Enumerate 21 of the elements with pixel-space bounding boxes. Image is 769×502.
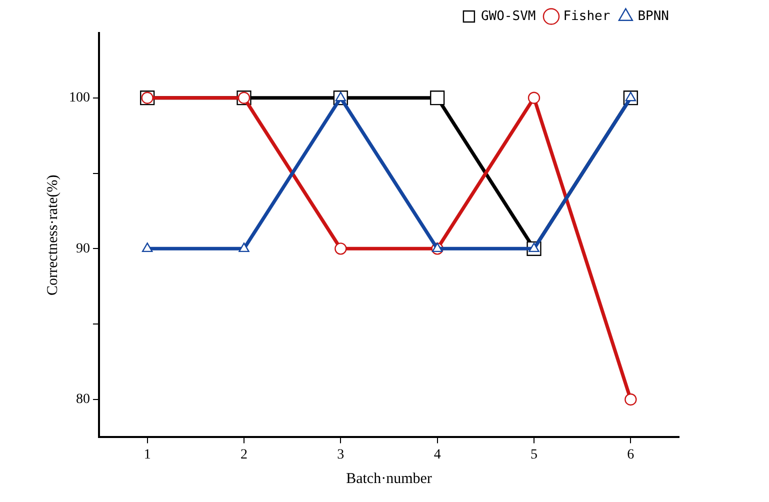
legend-label: Fisher <box>563 8 610 24</box>
y-tick-label: 80 <box>76 392 90 408</box>
point <box>142 242 153 252</box>
x-tick-label: 4 <box>434 447 441 462</box>
y-axis-title: Correctness·rate(%) <box>44 174 61 296</box>
point <box>432 242 443 252</box>
point <box>624 393 637 406</box>
point <box>334 242 347 255</box>
legend-label: BPNN <box>638 8 670 24</box>
x-tick-label: 1 <box>144 447 151 462</box>
legend-label: GWO-SVM <box>480 8 536 24</box>
x-axis-title: Batch·number <box>346 470 432 487</box>
x-tick-label: 3 <box>337 447 344 462</box>
y-tick-label: 90 <box>76 241 90 256</box>
x-tick-label: 2 <box>240 447 248 462</box>
x-tick-label: 5 <box>530 447 538 462</box>
point <box>528 92 540 104</box>
point <box>238 242 250 252</box>
y-tick-label: 100 <box>69 90 90 106</box>
point <box>430 90 445 106</box>
x-tick-label: 6 <box>627 447 634 462</box>
